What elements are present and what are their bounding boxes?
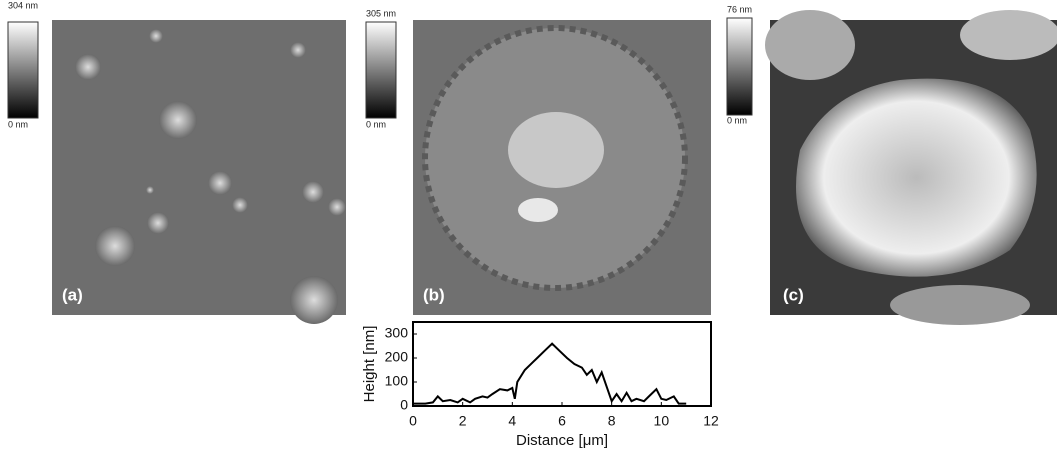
figure: 304 nm 0 nm (a) 305 nm 0 nm (b) 76 nm 0 … xyxy=(0,0,1057,454)
color-bar xyxy=(8,22,38,118)
panel-label: (b) xyxy=(423,285,445,304)
core xyxy=(508,112,604,188)
scale-min: 0 nm xyxy=(727,115,747,125)
panel-label: (a) xyxy=(62,285,83,304)
profile-chart: Distance [μm] Height [nm] 0 2 4 6 8 10 12 0 100 2… xyxy=(361,322,719,449)
panel-c: 76 nm 0 nm (c) xyxy=(727,4,1057,325)
panel-label: (c) xyxy=(783,285,804,304)
scale-max: 76 nm xyxy=(727,4,752,14)
x-tick-label: 6 xyxy=(558,413,566,429)
x-tick-label: 12 xyxy=(703,413,719,429)
plot-frame xyxy=(413,322,711,406)
x-tick-label: 2 xyxy=(459,413,467,429)
y-tick-label: 0 xyxy=(400,397,408,413)
scale-min: 0 nm xyxy=(8,119,28,129)
color-bar xyxy=(727,18,752,115)
island xyxy=(765,10,855,80)
x-tick-label: 0 xyxy=(409,413,417,429)
scale-min: 0 nm xyxy=(366,119,386,129)
x-tick-label: 4 xyxy=(508,413,516,429)
scale-max: 304 nm xyxy=(8,0,38,10)
core xyxy=(518,198,558,222)
profile-line xyxy=(413,344,686,404)
panel-a: 304 nm 0 nm (a) xyxy=(8,0,346,324)
island xyxy=(890,285,1030,325)
y-tick-label: 100 xyxy=(385,373,409,389)
panel-b: 305 nm 0 nm (b) xyxy=(366,8,711,315)
y-tick-label: 300 xyxy=(385,325,409,341)
island xyxy=(960,10,1057,60)
x-axis-label: Distance [μm] xyxy=(516,432,608,449)
scale-max: 305 nm xyxy=(366,8,396,18)
y-axis-label: Height [nm] xyxy=(361,326,378,403)
x-tick-label: 10 xyxy=(654,413,670,429)
y-tick-label: 200 xyxy=(385,349,409,365)
color-bar xyxy=(366,22,396,118)
x-tick-label: 8 xyxy=(608,413,616,429)
